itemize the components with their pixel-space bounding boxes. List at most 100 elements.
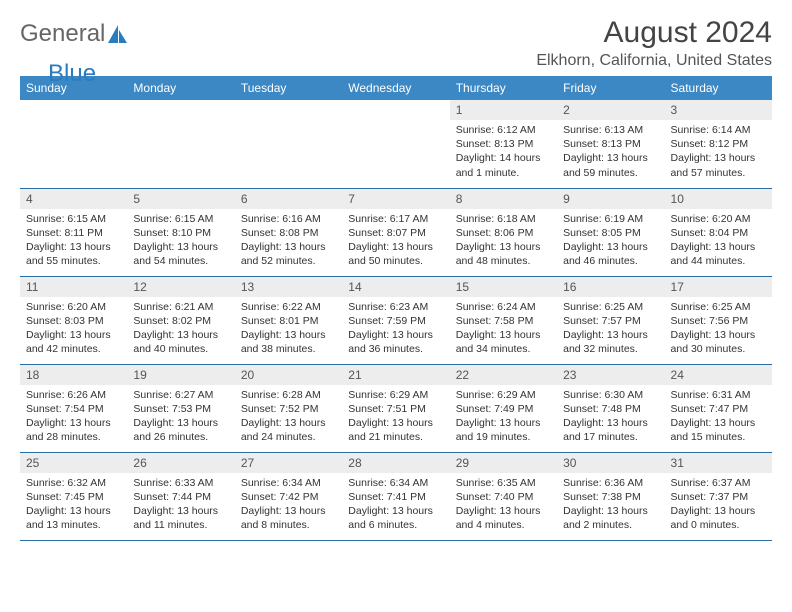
day-number: 24 [665, 365, 772, 385]
calendar-cell: 8Sunrise: 6:18 AMSunset: 8:06 PMDaylight… [450, 188, 557, 276]
day-info: Sunrise: 6:29 AMSunset: 7:49 PMDaylight:… [450, 385, 557, 449]
calendar-cell: 23Sunrise: 6:30 AMSunset: 7:48 PMDayligh… [557, 364, 664, 452]
day-number: 30 [557, 453, 664, 473]
day-number: 31 [665, 453, 772, 473]
calendar-cell: 13Sunrise: 6:22 AMSunset: 8:01 PMDayligh… [235, 276, 342, 364]
day-number: 20 [235, 365, 342, 385]
day-number: 12 [127, 277, 234, 297]
sunset: Sunset: 7:57 PM [563, 314, 658, 328]
sunrise: Sunrise: 6:33 AM [133, 476, 228, 490]
calendar-table: SundayMondayTuesdayWednesdayThursdayFrid… [20, 76, 772, 541]
sunrise: Sunrise: 6:21 AM [133, 300, 228, 314]
day-info: Sunrise: 6:18 AMSunset: 8:06 PMDaylight:… [450, 209, 557, 273]
day-info: Sunrise: 6:16 AMSunset: 8:08 PMDaylight:… [235, 209, 342, 273]
calendar-cell: 17Sunrise: 6:25 AMSunset: 7:56 PMDayligh… [665, 276, 772, 364]
calendar-cell: 25Sunrise: 6:32 AMSunset: 7:45 PMDayligh… [20, 452, 127, 540]
sunset: Sunset: 8:12 PM [671, 137, 766, 151]
logo-text-2: Blue [48, 60, 96, 88]
calendar-cell: 31Sunrise: 6:37 AMSunset: 7:37 PMDayligh… [665, 452, 772, 540]
sunrise: Sunrise: 6:25 AM [671, 300, 766, 314]
sunrise: Sunrise: 6:24 AM [456, 300, 551, 314]
sunrise: Sunrise: 6:28 AM [241, 388, 336, 402]
sunrise: Sunrise: 6:16 AM [241, 212, 336, 226]
day-number: 11 [20, 277, 127, 297]
day-number: 19 [127, 365, 234, 385]
sunrise: Sunrise: 6:36 AM [563, 476, 658, 490]
sunset: Sunset: 7:41 PM [348, 490, 443, 504]
sunset: Sunset: 8:02 PM [133, 314, 228, 328]
sunset: Sunset: 7:54 PM [26, 402, 121, 416]
sunset: Sunset: 8:10 PM [133, 226, 228, 240]
day-number: 2 [557, 100, 664, 120]
day-number: 29 [450, 453, 557, 473]
calendar-cell: 16Sunrise: 6:25 AMSunset: 7:57 PMDayligh… [557, 276, 664, 364]
day-number: 23 [557, 365, 664, 385]
day-info: Sunrise: 6:30 AMSunset: 7:48 PMDaylight:… [557, 385, 664, 449]
calendar-cell: 7Sunrise: 6:17 AMSunset: 8:07 PMDaylight… [342, 188, 449, 276]
calendar-cell: 1Sunrise: 6:12 AMSunset: 8:13 PMDaylight… [450, 100, 557, 188]
day-number: 25 [20, 453, 127, 473]
day-info: Sunrise: 6:19 AMSunset: 8:05 PMDaylight:… [557, 209, 664, 273]
calendar-row: 11Sunrise: 6:20 AMSunset: 8:03 PMDayligh… [20, 276, 772, 364]
daylight: Daylight: 13 hours and 55 minutes. [26, 240, 121, 268]
sail-icon [107, 24, 129, 44]
sunrise: Sunrise: 6:12 AM [456, 123, 551, 137]
calendar-cell: 10Sunrise: 6:20 AMSunset: 8:04 PMDayligh… [665, 188, 772, 276]
daylight: Daylight: 13 hours and 46 minutes. [563, 240, 658, 268]
sunset: Sunset: 8:05 PM [563, 226, 658, 240]
calendar-row: 4Sunrise: 6:15 AMSunset: 8:11 PMDaylight… [20, 188, 772, 276]
day-number: 1 [450, 100, 557, 120]
sunrise: Sunrise: 6:25 AM [563, 300, 658, 314]
day-info: Sunrise: 6:29 AMSunset: 7:51 PMDaylight:… [342, 385, 449, 449]
daylight: Daylight: 13 hours and 8 minutes. [241, 504, 336, 532]
sunset: Sunset: 7:45 PM [26, 490, 121, 504]
calendar-cell [20, 100, 127, 188]
daylight: Daylight: 13 hours and 32 minutes. [563, 328, 658, 356]
day-number: 27 [235, 453, 342, 473]
weekday-header: Saturday [665, 76, 772, 100]
day-info: Sunrise: 6:20 AMSunset: 8:04 PMDaylight:… [665, 209, 772, 273]
sunset: Sunset: 7:51 PM [348, 402, 443, 416]
day-info: Sunrise: 6:32 AMSunset: 7:45 PMDaylight:… [20, 473, 127, 537]
daylight: Daylight: 13 hours and 54 minutes. [133, 240, 228, 268]
day-number: 14 [342, 277, 449, 297]
day-info: Sunrise: 6:31 AMSunset: 7:47 PMDaylight:… [665, 385, 772, 449]
day-info: Sunrise: 6:15 AMSunset: 8:11 PMDaylight:… [20, 209, 127, 273]
calendar-cell: 24Sunrise: 6:31 AMSunset: 7:47 PMDayligh… [665, 364, 772, 452]
daylight: Daylight: 13 hours and 0 minutes. [671, 504, 766, 532]
calendar-cell: 19Sunrise: 6:27 AMSunset: 7:53 PMDayligh… [127, 364, 234, 452]
calendar-cell: 3Sunrise: 6:14 AMSunset: 8:12 PMDaylight… [665, 100, 772, 188]
sunset: Sunset: 7:48 PM [563, 402, 658, 416]
calendar-row: 1 Sunrise: 6:12 AM Sunset: 8:13 PMDaylight… [20, 100, 772, 188]
daylight: Daylight: 13 hours and 59 minutes. [563, 151, 658, 179]
sunset: Sunset: 8:11 PM [26, 226, 121, 240]
sunset: Sunset: 8:04 PM [671, 226, 766, 240]
sunrise: Sunrise: 6:30 AM [563, 388, 658, 402]
day-number: 26 [127, 453, 234, 473]
sunset: Sunset: 7:44 PM [133, 490, 228, 504]
calendar-cell: 22Sunrise: 6:29 AMSunset: 7:49 PMDayligh… [450, 364, 557, 452]
sunrise: Sunrise: 6:34 AM [241, 476, 336, 490]
day-number: 28 [342, 453, 449, 473]
weekday-header: Thursday [450, 76, 557, 100]
sunrise: Sunrise: 6:18 AM [456, 212, 551, 226]
logo: General [20, 16, 129, 48]
sunrise: Sunrise: 6:23 AM [348, 300, 443, 314]
daylight: Daylight: 13 hours and 17 minutes. [563, 416, 658, 444]
calendar-row: 18Sunrise: 6:26 AMSunset: 7:54 PMDayligh… [20, 364, 772, 452]
day-number: 6 [235, 189, 342, 209]
day-info: Sunrise: 6:33 AMSunset: 7:44 PMDaylight:… [127, 473, 234, 537]
daylight: Daylight: 13 hours and 36 minutes. [348, 328, 443, 356]
day-number: 13 [235, 277, 342, 297]
sunset: Sunset: 8:03 PM [26, 314, 121, 328]
daylight: Daylight: 13 hours and 4 minutes. [456, 504, 551, 532]
sunset: Sunset: 8:13 PM [563, 137, 658, 151]
sunrise: Sunrise: 6:29 AM [348, 388, 443, 402]
day-info: Sunrise: 6:17 AMSunset: 8:07 PMDaylight:… [342, 209, 449, 273]
calendar-cell [342, 100, 449, 188]
sunrise: Sunrise: 6:15 AM [133, 212, 228, 226]
daylight: Daylight: 13 hours and 40 minutes. [133, 328, 228, 356]
sunset: Sunset: 7:58 PM [456, 314, 551, 328]
day-info: Sunrise: 6:25 AMSunset: 7:57 PMDaylight:… [557, 297, 664, 361]
calendar-cell [235, 100, 342, 188]
